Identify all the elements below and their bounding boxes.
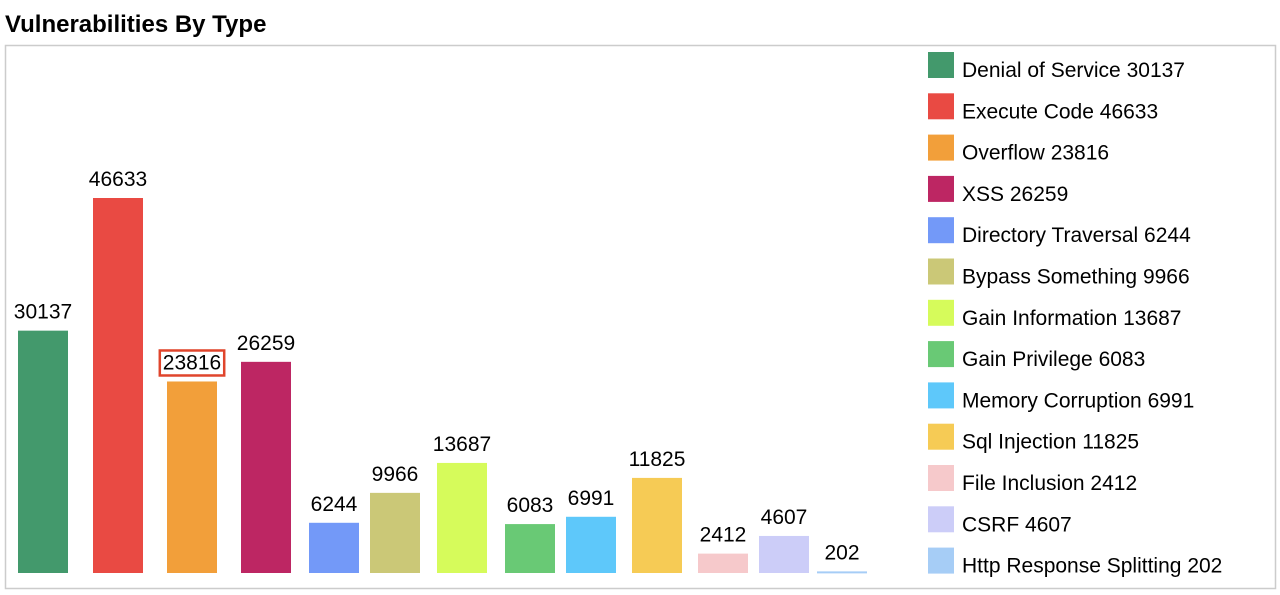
legend-value: 46633 — [1100, 100, 1158, 123]
legend-name: Memory Corruption — [962, 389, 1142, 412]
bar — [817, 571, 867, 574]
legend-value: 26259 — [1010, 183, 1068, 206]
legend-swatch — [928, 175, 954, 202]
legend-value: 2412 — [1090, 472, 1137, 495]
bar — [505, 524, 555, 573]
legend-value: 23816 — [1051, 142, 1109, 165]
legend-value: 30137 — [1127, 59, 1185, 82]
legend-swatch — [928, 382, 954, 409]
legend-name: XSS — [962, 183, 1004, 206]
bar — [437, 462, 487, 573]
legend-label: Sql Injection 11825 — [962, 431, 1139, 454]
bar — [241, 361, 291, 573]
legend-name: Execute Code — [962, 100, 1094, 123]
legend-value: 6083 — [1099, 348, 1146, 371]
legend-label: Gain Information 13687 — [962, 307, 1182, 330]
legend-label: Memory Corruption 6991 — [962, 389, 1194, 412]
bar — [370, 492, 420, 573]
legend-value: 11825 — [1082, 431, 1139, 454]
legend-name: Directory Traversal — [962, 224, 1138, 247]
value-label: 4607 — [761, 506, 808, 529]
legend-name: Denial of Service — [962, 59, 1121, 82]
bar — [309, 522, 359, 573]
value-label: 23816 — [163, 351, 221, 374]
legend-swatch — [928, 217, 954, 244]
value-label: 26259 — [237, 332, 295, 355]
value-label: 2412 — [700, 524, 747, 547]
legend-value: 6244 — [1144, 224, 1191, 247]
legend-label: File Inclusion 2412 — [962, 472, 1137, 495]
legend-swatch — [928, 93, 954, 120]
value-label: 30137 — [14, 301, 72, 324]
legend-swatch — [928, 258, 954, 285]
legend-value: 9966 — [1143, 266, 1190, 289]
legend-value: 202 — [1187, 555, 1222, 578]
legend-name: Bypass Something — [962, 266, 1137, 289]
legend-label: Bypass Something 9966 — [962, 266, 1190, 289]
value-label: 13687 — [433, 433, 491, 456]
bar — [759, 535, 809, 573]
legend-label: Execute Code 46633 — [962, 100, 1158, 123]
legend-label: Gain Privilege 6083 — [962, 348, 1145, 371]
legend-label: Http Response Splitting 202 — [962, 555, 1222, 578]
legend-value: 4607 — [1025, 513, 1072, 536]
legend-label: Directory Traversal 6244 — [962, 224, 1191, 247]
chart-title: Vulnerabilities By Type — [5, 11, 266, 38]
legend-name: CSRF — [962, 513, 1019, 536]
value-label: 46633 — [89, 168, 147, 191]
value-label: 6244 — [311, 493, 358, 516]
value-label: 202 — [824, 541, 859, 564]
legend-name: Sql Injection — [962, 431, 1076, 454]
legend-swatch — [928, 299, 954, 326]
legend-label: XSS 26259 — [962, 183, 1068, 206]
legend-swatch — [928, 423, 954, 450]
value-label: 9966 — [372, 463, 419, 486]
highlight-box — [158, 349, 226, 377]
legend-swatch — [928, 506, 954, 533]
value-label: 6083 — [507, 494, 554, 517]
bar — [566, 516, 616, 573]
legend-swatch — [928, 341, 954, 368]
legend-name: Http Response Splitting — [962, 555, 1181, 578]
bar — [18, 330, 68, 573]
value-label: 6991 — [568, 487, 615, 510]
bar — [698, 553, 748, 573]
legend-name: File Inclusion — [962, 472, 1085, 495]
legend-name: Overflow — [962, 142, 1046, 165]
legend-swatch — [928, 52, 954, 78]
legend-name: Gain Privilege — [962, 348, 1093, 371]
legend-label: Overflow 23816 — [962, 142, 1109, 165]
legend-swatch — [928, 134, 954, 161]
value-label: 11825 — [629, 448, 686, 471]
legend-name: Gain Information — [962, 307, 1117, 330]
chart-frame — [4, 44, 1277, 590]
legend-label: CSRF 4607 — [962, 513, 1072, 536]
legend-value: 13687 — [1123, 307, 1181, 330]
legend-label: Denial of Service 30137 — [962, 59, 1185, 82]
bar — [93, 198, 143, 573]
legend-value: 6991 — [1148, 389, 1195, 412]
legend-swatch — [928, 465, 954, 491]
bar — [632, 477, 682, 573]
bar — [167, 381, 217, 573]
legend-swatch — [928, 547, 954, 574]
